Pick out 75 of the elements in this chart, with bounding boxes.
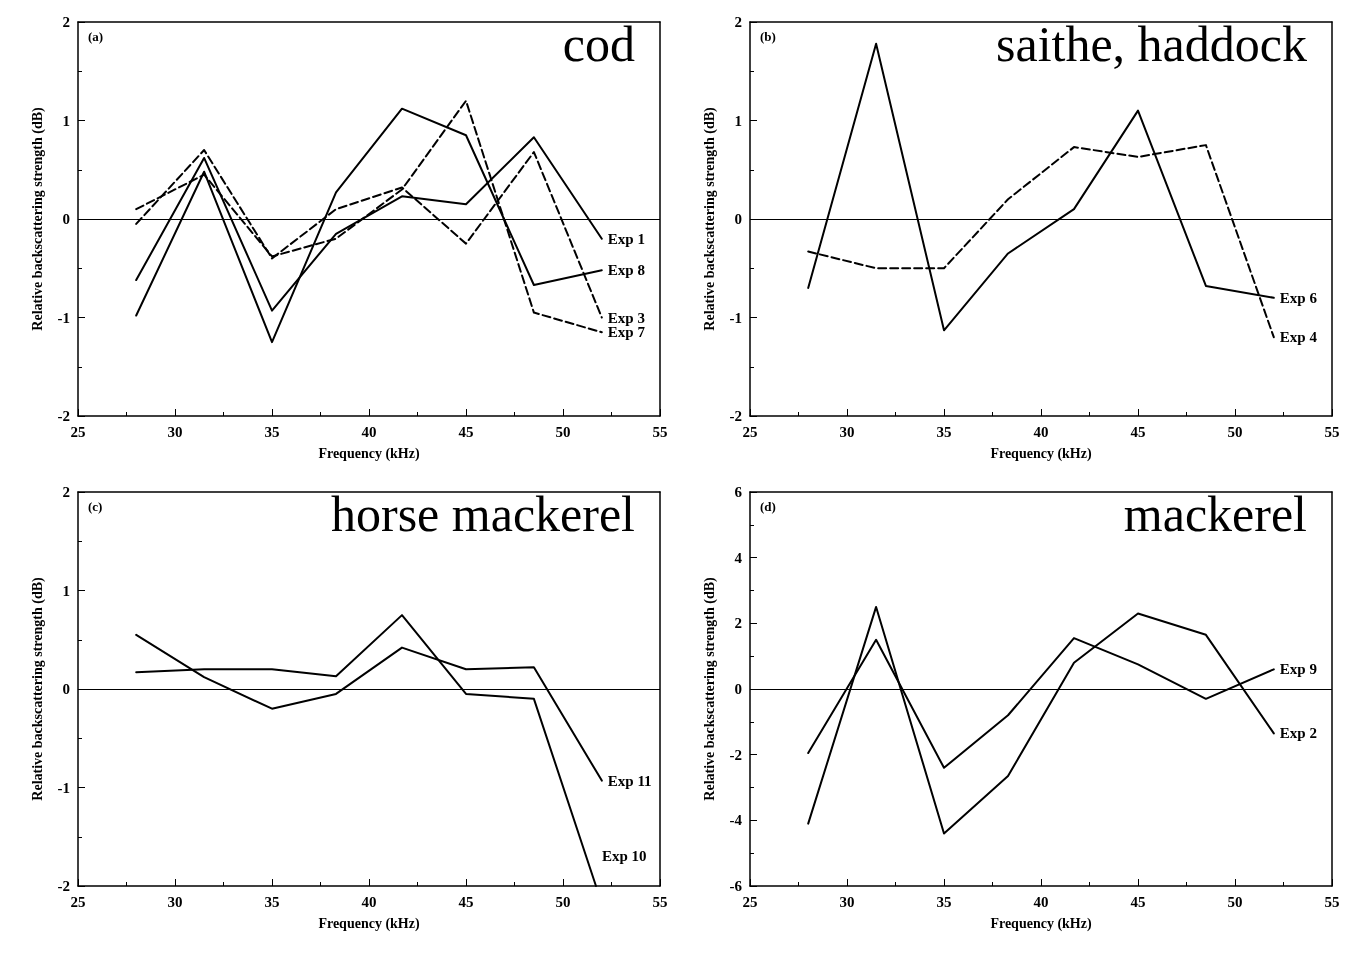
y-tick-label: -4 — [729, 812, 743, 829]
series-label: Exp 11 — [607, 772, 652, 789]
y-tick-label: 1 — [734, 112, 742, 129]
x-tick-label: 35 — [264, 893, 280, 910]
y-axis-title: Relative backscattering strength (dB) — [29, 107, 46, 331]
y-tick-label: 1 — [62, 112, 70, 129]
x-tick-label: 25 — [70, 893, 86, 910]
annotation: (c) — [88, 499, 103, 514]
y-tick-label: -2 — [729, 746, 742, 763]
x-tick-label: 40 — [361, 423, 377, 440]
x-tick-label: 45 — [1130, 423, 1146, 440]
x-tick-label: 50 — [555, 423, 571, 440]
x-tick-label: 45 — [458, 423, 474, 440]
x-tick-label: 25 — [742, 423, 758, 440]
y-tick-label: -1 — [57, 779, 70, 796]
y-tick-label: 2 — [734, 14, 742, 30]
x-tick-label: 30 — [839, 423, 855, 440]
series-label: Exp 4 — [1279, 329, 1318, 346]
y-tick-label: -1 — [57, 309, 70, 326]
x-tick-label: 55 — [1324, 893, 1340, 910]
chart-title: mackerel — [1123, 486, 1307, 542]
series-label: Exp 3 — [607, 309, 645, 326]
x-tick-label: 40 — [1033, 893, 1049, 910]
series-label: Exp 6 — [1279, 289, 1318, 306]
annotation: (b) — [760, 29, 776, 44]
x-tick-label: 35 — [264, 423, 280, 440]
y-tick-label: -2 — [57, 408, 70, 424]
x-tick-label: 30 — [167, 893, 183, 910]
chart-title: horse mackerel — [331, 486, 636, 542]
x-axis-title: Frequency (kHz) — [990, 445, 1092, 462]
y-tick-label: 6 — [734, 484, 743, 500]
x-axis-title: Frequency (kHz) — [990, 915, 1092, 932]
y-tick-label: 2 — [62, 14, 70, 30]
x-tick-label: 25 — [742, 893, 758, 910]
y-tick-label: 2 — [734, 615, 742, 632]
x-tick-label: 50 — [1227, 423, 1243, 440]
x-tick-label: 35 — [936, 893, 952, 910]
y-tick-label: -2 — [729, 408, 742, 424]
x-tick-label: 30 — [167, 423, 183, 440]
x-tick-label: 30 — [839, 893, 855, 910]
x-tick-label: 25 — [70, 423, 86, 440]
annotation: (a) — [88, 29, 104, 44]
x-tick-label: 40 — [1033, 423, 1049, 440]
y-tick-label: 0 — [62, 211, 70, 227]
x-tick-label: 55 — [1324, 423, 1340, 440]
y-axis-title: Relative backscattering strength (dB) — [701, 107, 718, 331]
chart-title: cod — [562, 16, 636, 72]
x-tick-label: 55 — [652, 893, 668, 910]
y-tick-label: -6 — [729, 878, 743, 894]
x-tick-label: 40 — [361, 893, 377, 910]
series-label: Exp 8 — [607, 262, 645, 279]
series-label: Exp 10 — [601, 848, 647, 864]
y-tick-label: 0 — [62, 681, 70, 697]
annotation: (d) — [760, 499, 776, 514]
y-tick-label: 4 — [734, 549, 743, 566]
x-tick-label: 50 — [555, 893, 571, 910]
y-axis-title: Relative backscattering strength (dB) — [701, 577, 718, 801]
x-axis-title: Frequency (kHz) — [318, 915, 420, 932]
series-label: Exp 1 — [607, 230, 645, 247]
x-tick-label: 45 — [1130, 893, 1146, 910]
series-label: Exp 2 — [1279, 725, 1317, 742]
y-axis-title: Relative backscattering strength (dB) — [29, 577, 46, 801]
chart-title: saithe, haddock — [995, 16, 1307, 72]
y-tick-label: 1 — [62, 582, 70, 599]
y-tick-label: -1 — [729, 309, 742, 326]
x-tick-label: 50 — [1227, 893, 1243, 910]
y-tick-label: 2 — [62, 484, 70, 500]
y-tick-label: -2 — [57, 878, 70, 894]
x-tick-label: 55 — [652, 423, 668, 440]
x-tick-label: 35 — [936, 423, 952, 440]
x-axis-title: Frequency (kHz) — [318, 445, 420, 462]
y-tick-label: 0 — [734, 681, 742, 697]
y-tick-label: 0 — [734, 211, 742, 227]
series-label: Exp 9 — [1279, 661, 1317, 678]
x-tick-label: 45 — [458, 893, 474, 910]
